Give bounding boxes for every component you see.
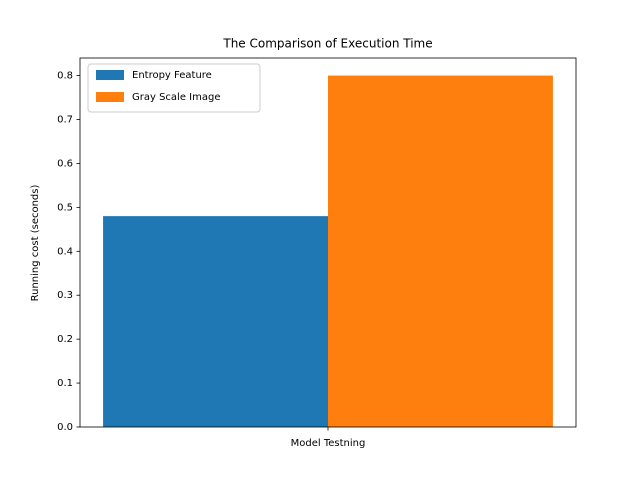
legend-label: Entropy Feature (132, 70, 212, 81)
legend-swatch (96, 92, 124, 102)
y-tick-label: 0.2 (57, 334, 73, 345)
y-tick-label: 0.5 (57, 202, 73, 213)
legend-swatch (96, 70, 124, 80)
y-tick-label: 0.6 (57, 158, 73, 169)
y-tick-label: 0.4 (57, 246, 73, 257)
y-axis-label: Running cost (seconds) (30, 185, 41, 302)
y-tick-label: 0.0 (57, 422, 73, 433)
y-tick-label: 0.1 (57, 378, 73, 389)
bar (328, 75, 553, 428)
x-tick-label: Model Testning (291, 438, 366, 449)
bar (103, 216, 329, 427)
legend-label: Gray Scale Image (132, 92, 221, 103)
axes-frame (79, 57, 577, 428)
y-tick-label: 0.7 (57, 115, 73, 126)
y-tick-label: 0.8 (57, 71, 73, 82)
legend-box (87, 63, 261, 113)
chart-title: The Comparison of Execution Time (222, 37, 432, 51)
y-tick-label: 0.3 (57, 290, 73, 301)
